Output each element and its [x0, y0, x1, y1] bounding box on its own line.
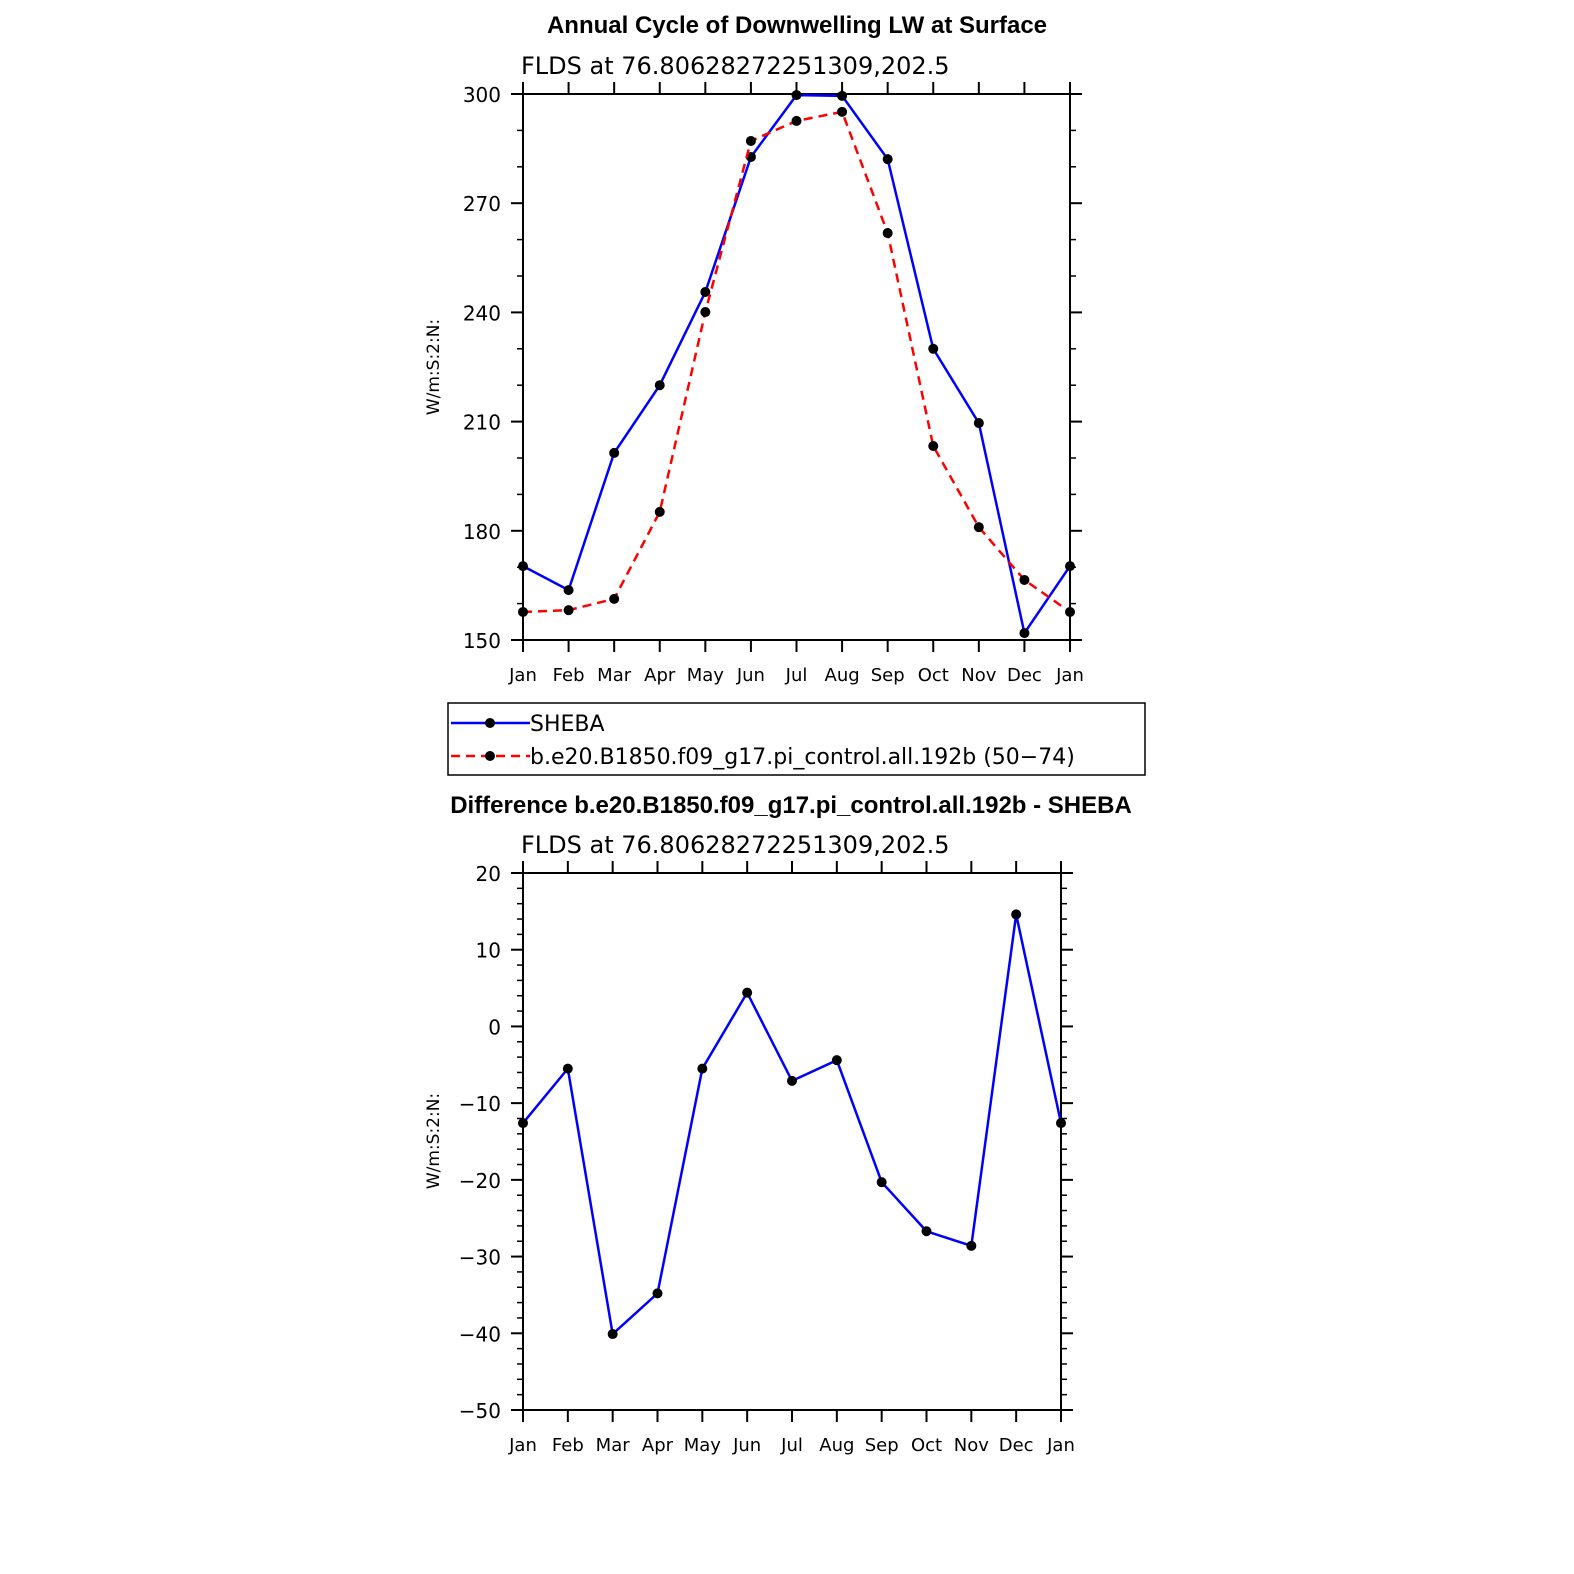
- data-point: [876, 1177, 887, 1188]
- data-point: [1019, 574, 1030, 585]
- data-point: [921, 1226, 932, 1237]
- y-tick-label: −30: [459, 1246, 501, 1270]
- x-tick-label: Jan: [508, 1435, 537, 1456]
- data-point: [563, 605, 574, 616]
- top-chart: Jan Feb Mar Apr May Jun Jul Aug Sep Oct Nov Dec Jan 1…: [463, 82, 1084, 686]
- y-tick-label: 20: [476, 862, 501, 886]
- x-tick-label: Jun: [732, 1435, 761, 1456]
- x-tick-label: Sep: [865, 1435, 899, 1456]
- y-tick-label: −40: [459, 1322, 501, 1346]
- y-tick-label: 300: [463, 83, 501, 107]
- x-tick-label: Dec: [1007, 665, 1042, 686]
- data-point: [966, 1240, 977, 1251]
- x-tick-label: Nov: [954, 1435, 989, 1456]
- data-point: [654, 506, 665, 517]
- data-point: [745, 135, 756, 146]
- series-line-0: [522, 914, 1063, 1337]
- bottom-chart-subtitle: FLDS at 76.80628272251309,202.5: [521, 831, 950, 859]
- x-tick-label: Nov: [961, 665, 996, 686]
- plot-frame: [522, 93, 1071, 641]
- data-point: [791, 90, 802, 101]
- legend-box: [447, 702, 1146, 776]
- series-line-0: [522, 93, 1072, 637]
- legend-label-sheba: SHEBA: [530, 712, 605, 737]
- data-point: [700, 307, 711, 318]
- y-tick-label: −10: [459, 1092, 501, 1116]
- data-point: [882, 154, 893, 165]
- y-tick-label: −50: [459, 1399, 501, 1423]
- top-chart-title: Annual Cycle of Downwelling LW at Surfac…: [547, 12, 1047, 39]
- y-tick-label: −20: [459, 1169, 501, 1193]
- legend-marker-sheba: [485, 718, 495, 728]
- data-point: [652, 1288, 663, 1299]
- x-tick-label: Feb: [553, 665, 585, 686]
- data-point: [562, 1063, 573, 1074]
- data-point: [1011, 909, 1022, 920]
- x-tick-label: Feb: [552, 1435, 584, 1456]
- x-tick-label: Oct: [918, 665, 949, 686]
- legend-marker-model: [485, 751, 495, 761]
- series-line-1: [522, 110, 1071, 614]
- bottom-chart: Jan Feb Mar Apr May Jun Jul Aug Sep Oct Nov Dec Jan−…: [459, 861, 1075, 1456]
- data-point: [607, 1329, 618, 1340]
- x-tick-label: Aug: [819, 1435, 854, 1456]
- data-point: [1065, 561, 1075, 572]
- x-tick-label: May: [684, 1435, 722, 1456]
- data-point: [742, 987, 753, 998]
- data-point: [882, 228, 893, 239]
- data-point: [563, 585, 574, 596]
- top-chart-subtitle: FLDS at 76.80628272251309,202.5: [521, 52, 950, 80]
- x-tick-label: Jul: [785, 665, 808, 686]
- data-point: [973, 418, 984, 429]
- y-tick-label: 210: [463, 411, 501, 435]
- data-point: [1065, 606, 1075, 617]
- x-tick-label: Sep: [871, 665, 905, 686]
- data-point: [1056, 1118, 1066, 1129]
- data-point: [791, 115, 802, 126]
- x-tick-label: Jan: [508, 665, 537, 686]
- data-point: [837, 90, 848, 101]
- y-tick-label: 0: [488, 1015, 501, 1039]
- x-tick-label: Aug: [825, 665, 860, 686]
- x-tick-label: May: [687, 665, 725, 686]
- x-tick-label: Apr: [644, 665, 676, 686]
- data-point: [973, 522, 984, 533]
- x-tick-label: Dec: [999, 1435, 1034, 1456]
- y-tick-label: 270: [463, 192, 501, 216]
- data-point: [609, 593, 620, 604]
- x-tick-label: Oct: [911, 1435, 942, 1456]
- legend: SHEBA b.e20.B1850.f09_g17.pi_control.all…: [447, 702, 1146, 776]
- data-point: [1019, 628, 1030, 639]
- data-point: [654, 380, 665, 391]
- x-tick-label: Jan: [1055, 665, 1084, 686]
- plot-frame: [522, 872, 1062, 1411]
- data-point: [518, 1118, 528, 1129]
- y-tick-label: 180: [463, 520, 501, 544]
- data-point: [837, 106, 848, 117]
- x-tick-label: Apr: [642, 1435, 674, 1456]
- data-point: [831, 1055, 842, 1066]
- data-point: [700, 287, 711, 298]
- data-point: [518, 606, 528, 617]
- data-point: [697, 1063, 708, 1074]
- top-chart-ylabel: W/m:S:2:N:: [424, 319, 444, 415]
- data-point: [518, 561, 528, 572]
- legend-label-model: b.e20.B1850.f09_g17.pi_control.all.192b …: [530, 745, 1075, 770]
- data-point: [928, 440, 939, 451]
- data-point: [787, 1075, 797, 1086]
- y-tick-label: 10: [476, 939, 501, 963]
- x-tick-label: Jun: [736, 665, 765, 686]
- x-tick-label: Mar: [596, 1435, 631, 1456]
- data-point: [609, 447, 620, 458]
- bottom-chart-ylabel: W/m:S:2:N:: [424, 1093, 444, 1189]
- x-tick-label: Jul: [780, 1435, 803, 1456]
- bottom-chart-title: Difference b.e20.B1850.f09_g17.pi_contro…: [450, 792, 1132, 819]
- x-tick-label: Jan: [1046, 1435, 1075, 1456]
- x-tick-label: Mar: [597, 665, 632, 686]
- y-tick-label: 150: [463, 629, 501, 653]
- data-point: [928, 343, 939, 354]
- y-tick-label: 240: [463, 301, 501, 325]
